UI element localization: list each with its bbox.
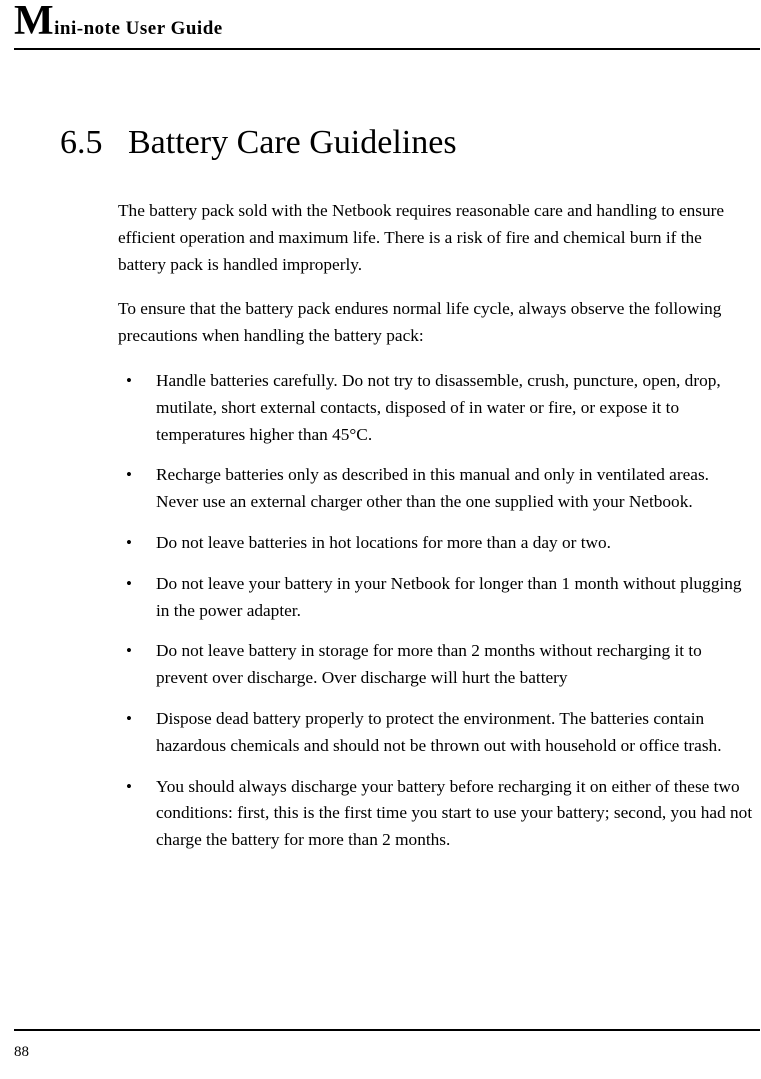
list-item: You should always discharge your battery… (118, 774, 754, 854)
bullet-text: Do not leave your battery in your Netboo… (156, 574, 742, 620)
section-number: 6.5 (60, 124, 128, 162)
footer-rule (14, 1029, 760, 1031)
bullet-text: Dispose dead battery properly to protect… (156, 709, 722, 755)
page-number: 88 (14, 1044, 29, 1061)
list-item: Recharge batteries only as described in … (118, 462, 754, 516)
list-item: Handle batteries carefully. Do not try t… (118, 368, 754, 448)
paragraph-1: The battery pack sold with the Netbook r… (118, 198, 754, 278)
header-title: Mini-note User Guide (14, 0, 761, 42)
bullet-text: You should always discharge your battery… (156, 777, 752, 850)
list-item: Do not leave your battery in your Netboo… (118, 571, 754, 625)
header-rule (14, 48, 760, 50)
list-item: Do not leave batteries in hot locations … (118, 530, 754, 557)
bullet-list: Handle batteries carefully. Do not try t… (118, 368, 754, 854)
page: Mini-note User Guide 6.5 Battery Care Gu… (0, 0, 761, 1079)
bullet-text: Recharge batteries only as described in … (156, 465, 709, 511)
section-title: Battery Care Guidelines (128, 124, 457, 162)
header-rest: ini-note User Guide (54, 18, 223, 39)
header-big-letter: M (14, 0, 54, 42)
list-item: Dispose dead battery properly to protect… (118, 706, 754, 760)
paragraph-2: To ensure that the battery pack endures … (118, 296, 754, 350)
bullet-text: Handle batteries carefully. Do not try t… (156, 371, 721, 444)
section-heading: 6.5 Battery Care Guidelines (0, 124, 761, 162)
bullet-text: Do not leave batteries in hot locations … (156, 533, 611, 552)
page-header: Mini-note User Guide (14, 0, 761, 50)
list-item: Do not leave battery in storage for more… (118, 638, 754, 692)
bullet-text: Do not leave battery in storage for more… (156, 641, 702, 687)
body-content: The battery pack sold with the Netbook r… (118, 198, 754, 868)
